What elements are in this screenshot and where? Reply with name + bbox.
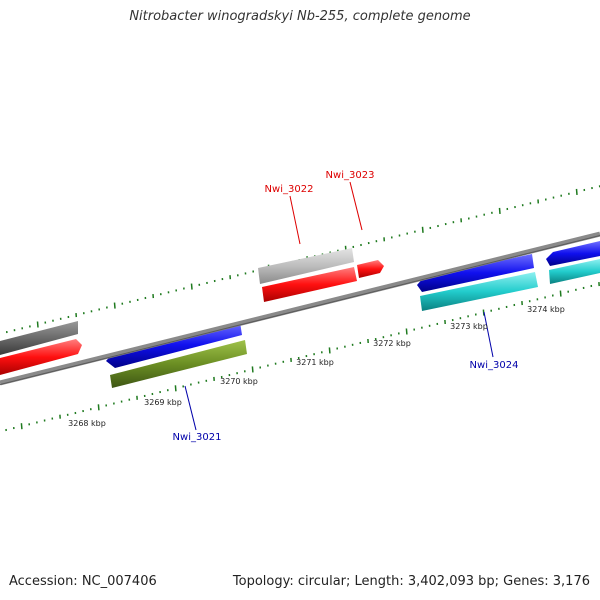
upper-scale-tick [421, 226, 424, 233]
scale-label: 3268 kbp [68, 419, 106, 428]
feature-track [0, 241, 600, 388]
scale-label: 3274 kbp [527, 305, 565, 314]
pointer-nwi-3024 [483, 311, 494, 358]
scale-labels: 3268 kbp 3269 kbp 3270 kbp 3271 kbp 3272… [68, 305, 565, 428]
upper-scale-tick [575, 188, 578, 195]
gene-label-nwi-3024: Nwi_3024 [470, 360, 519, 371]
scale-label: 3270 kbp [220, 377, 258, 386]
gene-arrow-red-nwi-3023 [357, 260, 384, 278]
scale-label: 3272 kbp [373, 339, 411, 348]
scale-label: 3273 kbp [450, 322, 488, 331]
genome-summary-text: Topology: circular; Length: 3,402,093 bp… [232, 574, 590, 589]
genome-backbone-shade [0, 235, 600, 385]
gene-label-nwi-3022: Nwi_3022 [265, 184, 314, 195]
pointer-nwi-3023 [349, 181, 363, 231]
gene-arrow-lightgray-nwi-3022 [258, 248, 354, 284]
lower-scale-tick [328, 347, 331, 354]
lower-scale-tick [174, 385, 177, 392]
pointer-nwi-3022 [289, 195, 301, 245]
upper-scale-tick [36, 321, 39, 328]
gene-arrow-cyan-right [549, 259, 600, 284]
scale-label: 3271 kbp [296, 358, 334, 367]
lower-scale-tick [559, 290, 562, 297]
gene-arrow-cyan [420, 272, 538, 311]
upper-scale-tick [113, 302, 116, 309]
lower-scale-tick [97, 404, 100, 411]
gene-arrow-olive [110, 340, 247, 388]
genome-backbone [0, 231, 600, 386]
gene-label-nwi-3021: Nwi_3021 [173, 432, 222, 443]
gene-arrow-gray-left [0, 321, 78, 355]
gene-label-nwi-3023: Nwi_3023 [326, 170, 375, 181]
pointer-nwi-3021 [184, 385, 197, 431]
lower-scale-tick [20, 423, 23, 430]
upper-scale-tick [190, 283, 193, 290]
genome-title: Nitrobacter winogradskyi Nb-255, complet… [129, 9, 471, 24]
upper-scale-tick [498, 207, 501, 214]
lower-scale-tick [251, 366, 254, 373]
gene-arrow-red-nwi-3022 [262, 267, 357, 302]
gene-label-pointers [184, 181, 494, 431]
gene-arrow-red-left [0, 339, 82, 375]
scale-label: 3269 kbp [144, 398, 182, 407]
gene-arrow-blue-right [546, 241, 600, 266]
gene-arrow-blue-nwi-3024 [417, 254, 534, 292]
accession-text: Accession: NC_007406 [9, 574, 157, 589]
lower-scale-tick [405, 328, 408, 335]
gene-labels: Nwi_3022 Nwi_3023 Nwi_3021 Nwi_3024 [173, 170, 519, 443]
